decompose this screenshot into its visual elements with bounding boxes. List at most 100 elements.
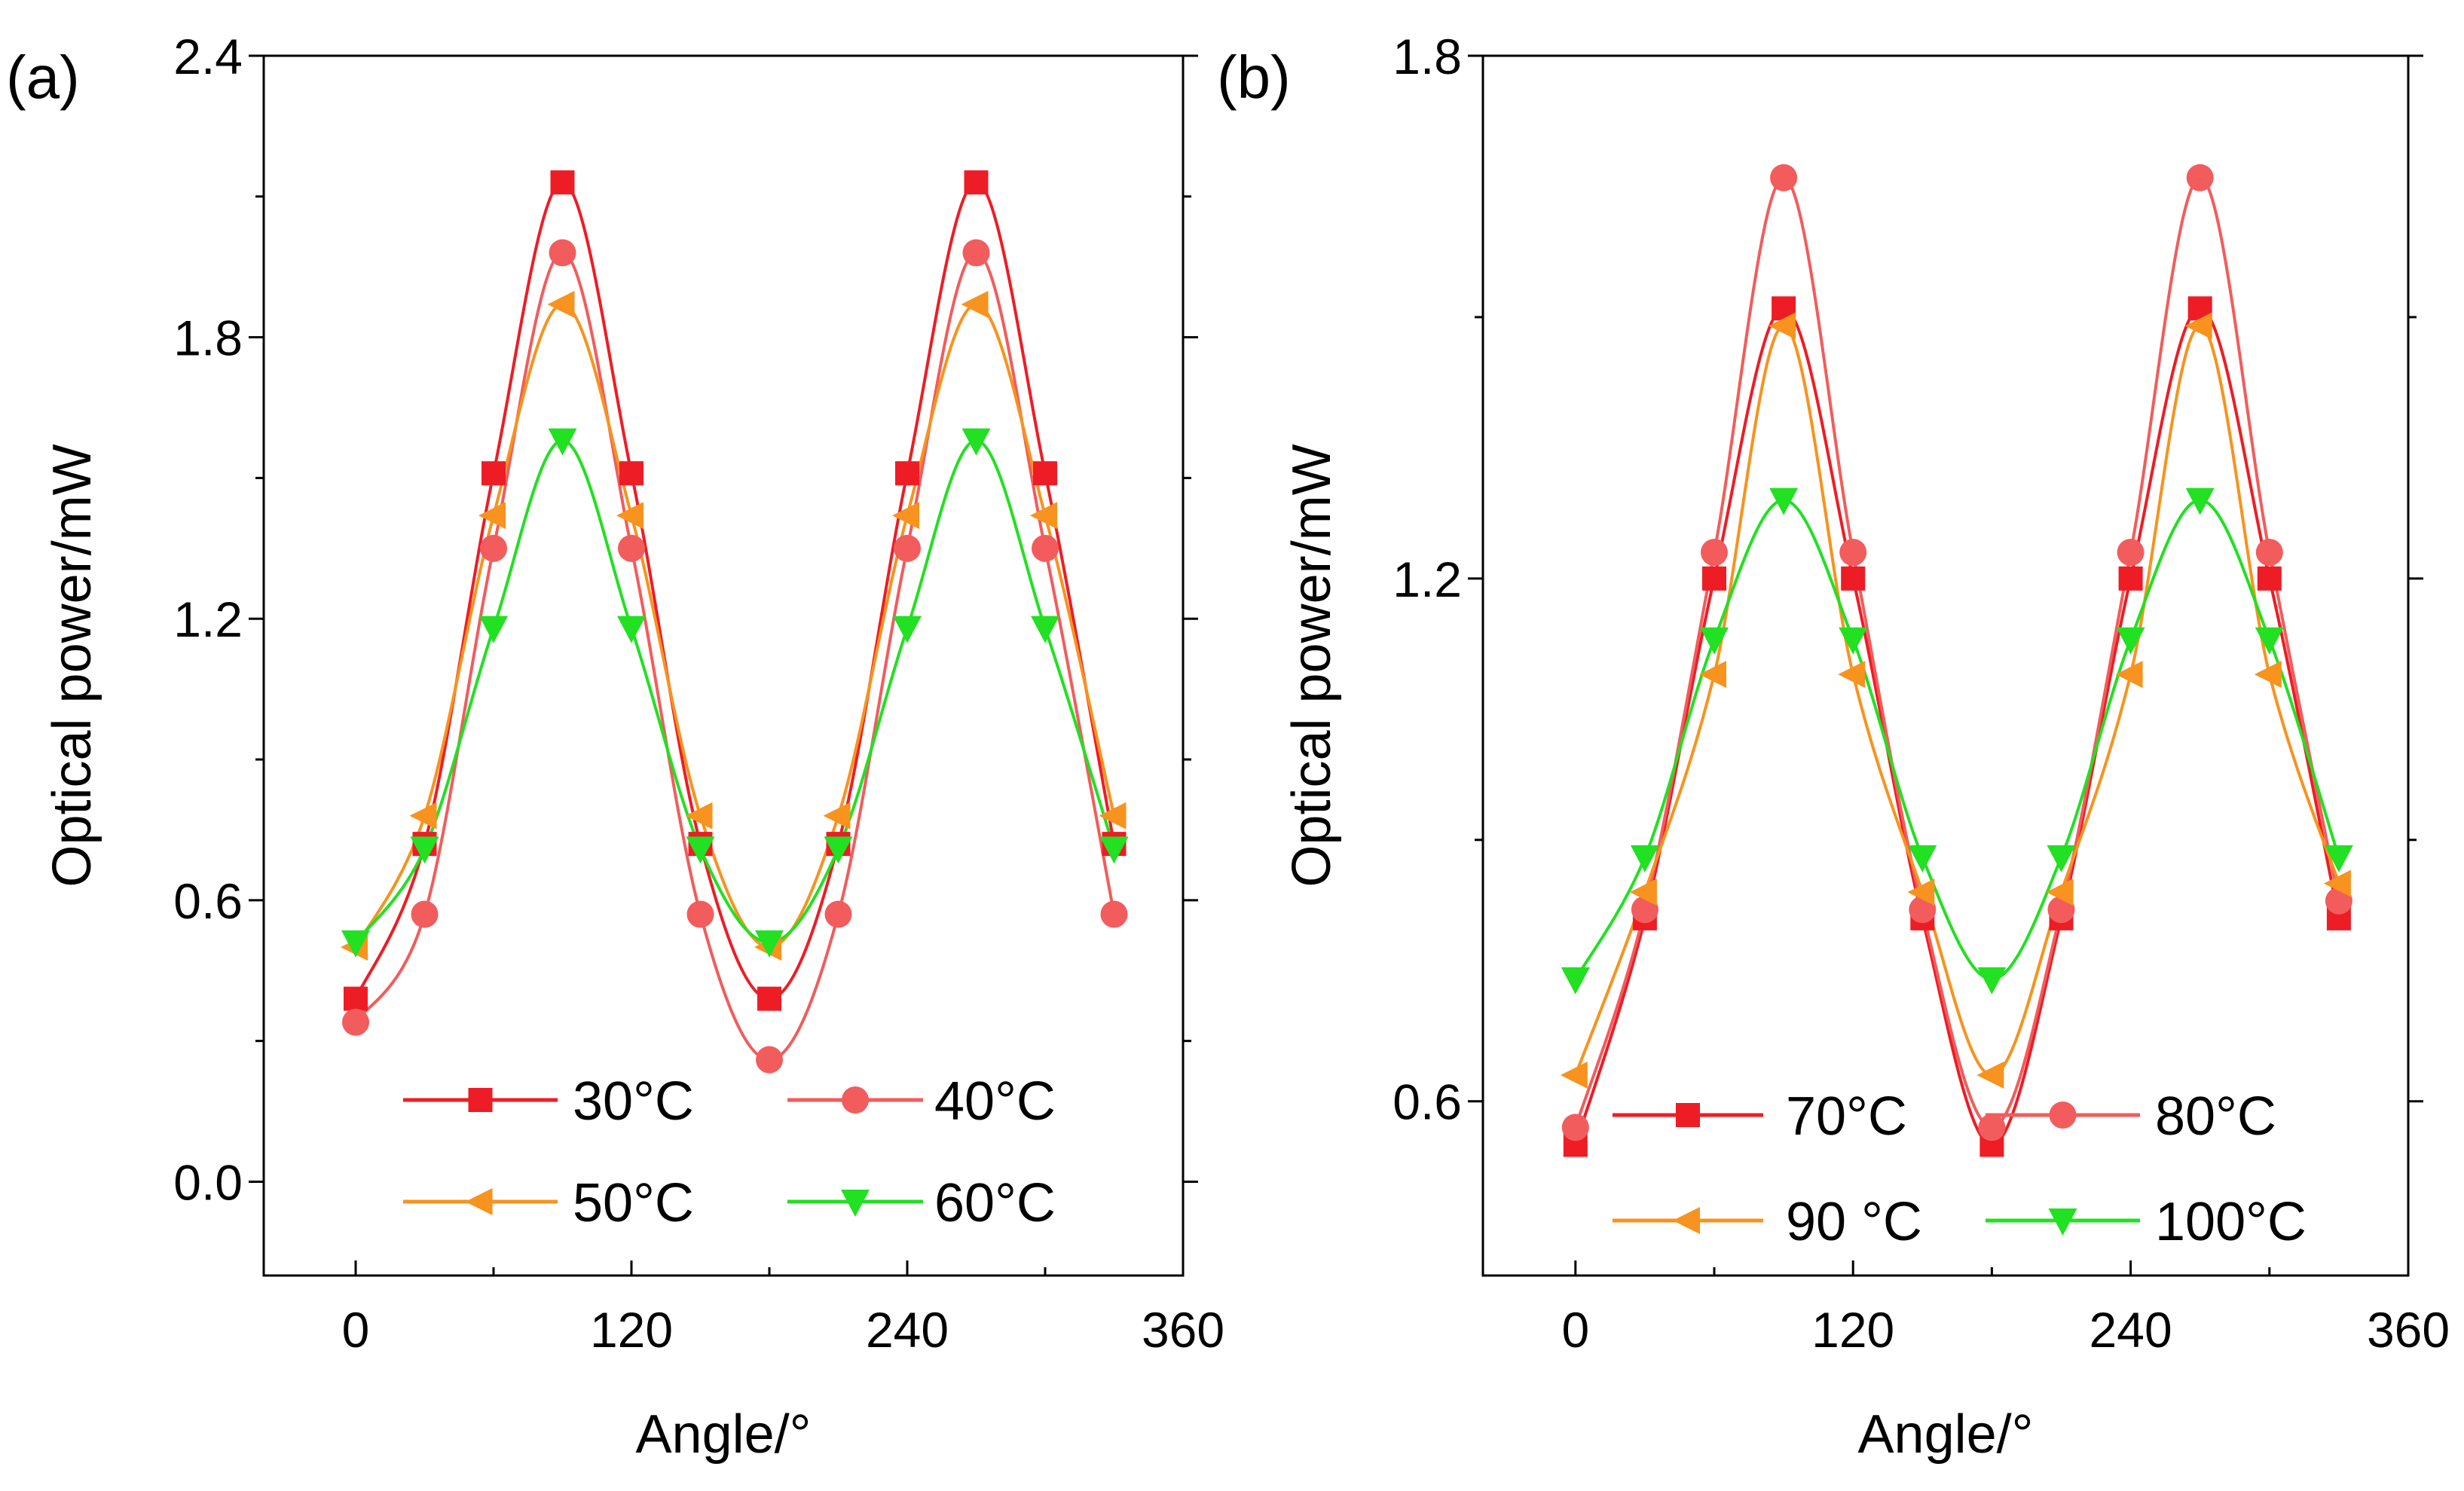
y-tick-label: 0.6 — [1392, 1074, 1462, 1130]
data-point — [1099, 836, 1129, 864]
data-point — [550, 170, 575, 195]
data-point — [481, 461, 506, 486]
x-tick-label: 120 — [1811, 1302, 1894, 1358]
data-point — [1770, 163, 1798, 191]
data-point — [2257, 566, 2282, 591]
data-point — [1769, 312, 1796, 340]
data-point — [1033, 461, 1057, 486]
plot-frame — [1481, 54, 2410, 1277]
data-point — [894, 534, 921, 562]
data-point — [895, 461, 919, 486]
data-point — [2254, 661, 2282, 689]
legend-label: 90 °C — [1786, 1192, 1922, 1252]
series-line-2 — [354, 303, 1116, 949]
data-point — [686, 900, 714, 928]
data-point — [410, 836, 439, 864]
legend-marker — [841, 1190, 870, 1217]
legend-label: 50°C — [573, 1173, 694, 1233]
data-point — [686, 836, 715, 864]
legend-marker — [842, 1086, 869, 1114]
data-point — [1700, 627, 1729, 655]
data-point — [1032, 534, 1059, 562]
plot-frame — [262, 54, 1185, 1277]
data-point — [1561, 1114, 1589, 1141]
data-point — [2324, 845, 2353, 872]
x-tick-label: 120 — [590, 1302, 673, 1358]
data-point — [2255, 627, 2284, 655]
data-point — [480, 534, 507, 562]
x-tick-label: 360 — [2367, 1302, 2450, 1358]
data-point — [342, 1008, 369, 1036]
data-point — [961, 291, 989, 319]
data-point — [1630, 845, 1659, 872]
data-point — [2117, 539, 2145, 567]
data-point — [1701, 539, 1728, 567]
data-point — [2323, 869, 2351, 897]
x-tick-label: 240 — [866, 1302, 949, 1358]
data-point — [478, 502, 506, 530]
series-line-1 — [354, 251, 1116, 1062]
data-point — [1978, 1114, 2006, 1141]
data-point — [1976, 1062, 2004, 1089]
x-tick-label: 0 — [342, 1302, 370, 1358]
data-point — [1839, 627, 1868, 655]
data-point — [344, 986, 368, 1011]
data-point — [617, 616, 646, 643]
legend-marker — [2048, 1208, 2077, 1236]
panel-label: (a) — [6, 44, 80, 111]
y-tick-label: 1.8 — [173, 310, 243, 366]
legend-marker — [468, 1088, 493, 1112]
data-point — [2184, 312, 2212, 340]
data-point — [547, 291, 575, 319]
y-tick-label: 1.2 — [1392, 551, 1462, 607]
data-point — [619, 461, 644, 486]
data-point — [757, 986, 781, 1011]
data-point — [1561, 967, 1590, 995]
data-point — [411, 900, 439, 928]
data-point — [823, 802, 851, 830]
data-point — [1907, 878, 1935, 906]
data-point — [2255, 539, 2283, 567]
data-point — [2047, 845, 2076, 872]
y-tick-label: 0.0 — [173, 1154, 243, 1210]
data-point — [1977, 967, 2007, 995]
data-point — [2046, 878, 2074, 906]
y-tick-label: 1.8 — [1392, 29, 1462, 84]
data-point — [1100, 900, 1128, 928]
legend-label: 60°C — [934, 1173, 1056, 1233]
data-point — [2116, 627, 2145, 655]
legend-label: 70°C — [1786, 1086, 1907, 1147]
data-point — [892, 502, 919, 530]
legend-label: 80°C — [2155, 1086, 2276, 1147]
x-axis-title: Angle/° — [1858, 1404, 2034, 1465]
data-point — [341, 930, 370, 958]
data-point — [1769, 487, 1799, 515]
x-tick-label: 240 — [2090, 1302, 2172, 1358]
y-tick-label: 0.6 — [173, 873, 243, 929]
data-point — [1839, 539, 1867, 567]
legend-marker — [1673, 1207, 1700, 1234]
y-axis-title: Optical power/mW — [42, 444, 102, 887]
legend-marker — [1676, 1103, 1700, 1127]
legend-label: 100°C — [2155, 1192, 2307, 1252]
data-point — [824, 900, 852, 928]
x-tick-label: 360 — [1142, 1302, 1224, 1358]
data-point — [964, 170, 989, 195]
data-point — [1099, 802, 1127, 830]
series-line-1 — [1573, 176, 2340, 1129]
y-tick-label: 2.4 — [173, 29, 243, 84]
data-point — [1560, 1062, 1588, 1089]
data-point — [409, 802, 437, 830]
legend: 70°C 80°C 90 °C 100°C — [1613, 1086, 2307, 1252]
data-point — [962, 239, 990, 267]
data-point — [1030, 502, 1057, 530]
data-point — [755, 930, 784, 958]
series-line-3 — [354, 438, 1116, 944]
series-line-0 — [1573, 307, 2340, 1147]
x-tick-label: 0 — [1561, 1302, 1589, 1358]
data-point — [2186, 163, 2214, 191]
data-point — [1702, 566, 1726, 591]
data-point — [756, 1046, 783, 1074]
data-point — [1908, 845, 1937, 872]
legend-marker — [2049, 1101, 2077, 1129]
